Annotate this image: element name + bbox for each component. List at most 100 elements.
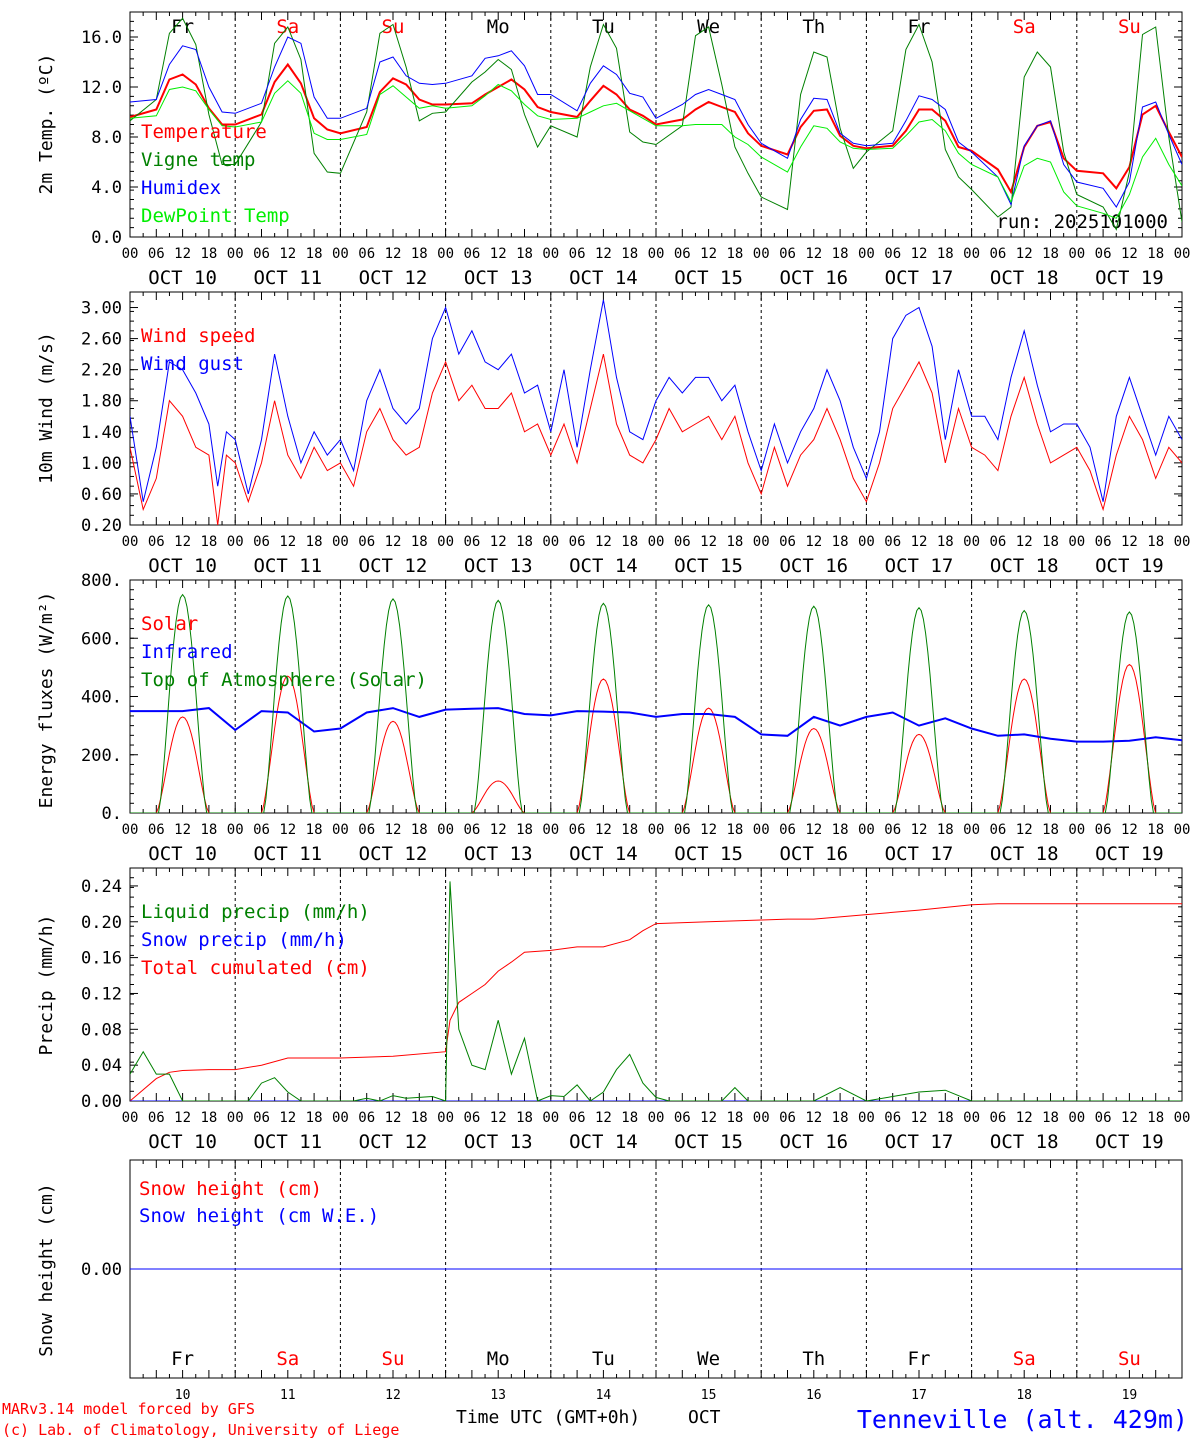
x-hour-label: 00 <box>542 822 559 838</box>
x-hour-label: 12 <box>1016 822 1033 838</box>
x-hour-label: 06 <box>989 822 1006 838</box>
x-hour-label: 12 <box>595 1110 612 1126</box>
x-hour-label: 06 <box>674 534 691 550</box>
x-hour-label: 06 <box>463 246 480 262</box>
x-date-label: OCT 12 <box>359 555 428 577</box>
x-hour-label: 12 <box>174 246 191 262</box>
day-number-label: 10 <box>175 1388 191 1403</box>
y-tick-label: 0.12 <box>81 984 122 1004</box>
x-date-label: OCT 17 <box>885 843 954 865</box>
day-number-label: 12 <box>385 1388 401 1403</box>
x-date-label: OCT 19 <box>1095 1131 1164 1153</box>
weekday-label: Mo <box>487 1348 510 1370</box>
y-tick-label: 0.20 <box>81 516 122 536</box>
x-hour-label: 00 <box>437 534 454 550</box>
x-hour-label: 06 <box>674 1110 691 1126</box>
x-hour-label: 00 <box>227 534 244 550</box>
x-hour-label: 06 <box>779 1110 796 1126</box>
x-hour-label: 06 <box>253 1110 270 1126</box>
weekday-label: Tu <box>592 1348 615 1370</box>
x-hour-label: 18 <box>1147 1110 1164 1126</box>
x-hour-label: 00 <box>858 1110 875 1126</box>
legend-entry: Wind gust <box>141 353 244 375</box>
panel-snow: 0.00 Snow height (cm) Fr 10 Sa 11 Su 12 Mo 13 Tu 14… <box>36 1159 1183 1403</box>
x-date-label: OCT 18 <box>990 267 1059 289</box>
x-hour-label: 12 <box>595 246 612 262</box>
x-hour-label: 06 <box>989 246 1006 262</box>
credit-line-2: (c) Lab. of Climatology, University of L… <box>2 1421 399 1439</box>
x-hour-label: 12 <box>279 246 296 262</box>
x-hour-label: 12 <box>385 822 402 838</box>
y-axis-label: Energy fluxes (W/m²) <box>36 592 57 809</box>
series-line-top-of-atmosphere-solar- <box>130 593 1182 813</box>
y-tick-label: 3.00 <box>81 299 122 319</box>
x-hour-label: 18 <box>200 246 217 262</box>
x-date-label: OCT 16 <box>779 843 848 865</box>
x-hour-label: 18 <box>516 1110 533 1126</box>
x-hour-label: 18 <box>937 246 954 262</box>
legend-entry: Temperature <box>141 121 267 143</box>
weekday-label: Su <box>1118 1348 1141 1370</box>
x-hour-label: 12 <box>700 1110 717 1126</box>
weekday-label: Fr <box>908 1348 931 1370</box>
x-hour-label: 06 <box>1095 822 1112 838</box>
x-hour-label: 18 <box>832 246 849 262</box>
x-hour-label: 00 <box>753 534 770 550</box>
x-hour-label: 00 <box>753 246 770 262</box>
y-tick-label: 2.20 <box>81 361 122 381</box>
x-hour-label: 00 <box>122 534 139 550</box>
legend-entry: Snow precip (mm/h) <box>141 929 347 951</box>
weekday-label: Sa <box>276 1348 299 1370</box>
x-hour-label: 12 <box>1016 534 1033 550</box>
x-date-label: OCT 16 <box>779 267 848 289</box>
x-hour-label: 06 <box>779 246 796 262</box>
series-line-wind-speed <box>130 353 1182 525</box>
x-hour-label: 18 <box>937 534 954 550</box>
run-label: run: 2025101000 <box>996 211 1168 233</box>
x-hour-label: 12 <box>1016 246 1033 262</box>
weekday-label: Su <box>382 1348 405 1370</box>
x-hour-label: 06 <box>358 822 375 838</box>
x-hour-label: 12 <box>279 534 296 550</box>
x-hour-label: 12 <box>490 534 507 550</box>
y-tick-label: 4.0 <box>91 178 122 198</box>
x-hour-label: 12 <box>490 1110 507 1126</box>
weekday-label: Mo <box>487 16 510 38</box>
x-hour-label: 00 <box>1068 822 1085 838</box>
x-hour-label: 00 <box>858 534 875 550</box>
x-hour-label: 18 <box>621 1110 638 1126</box>
panel-wind: 0.20 0.60 1.00 1.40 1.80 2.20 2.60 3.00 10m Wind… <box>36 291 1190 577</box>
x-hour-label: 00 <box>227 822 244 838</box>
legend-entry: DewPoint Temp <box>141 205 290 227</box>
x-date-label: OCT 10 <box>148 1131 217 1153</box>
x-hour-label: 12 <box>385 534 402 550</box>
x-date-label: OCT 17 <box>885 1131 954 1153</box>
series-line-infrared <box>130 707 1182 743</box>
x-hour-label: 18 <box>411 246 428 262</box>
x-date-label: OCT 19 <box>1095 555 1164 577</box>
weekday-label: Su <box>1118 16 1141 38</box>
y-tick-label: 1.80 <box>81 392 122 412</box>
x-hour-label: 18 <box>200 534 217 550</box>
x-hour-label: 06 <box>358 1110 375 1126</box>
series-line-solar <box>130 663 1182 813</box>
x-hour-label: 00 <box>648 246 665 262</box>
x-hour-label: 18 <box>832 1110 849 1126</box>
x-hour-label: 06 <box>569 246 586 262</box>
x-date-label: OCT 17 <box>885 267 954 289</box>
y-tick-label: 0. <box>102 804 122 824</box>
x-hour-label: 18 <box>937 822 954 838</box>
series-line-total-cumulated-cm- <box>130 903 1182 1101</box>
x-hour-label: 18 <box>1042 534 1059 550</box>
y-tick-label: 0.20 <box>81 913 122 933</box>
x-hour-label: 18 <box>726 534 743 550</box>
legend-entry: Vigne temp <box>141 149 255 171</box>
x-hour-label: 06 <box>148 246 165 262</box>
x-date-label: OCT 14 <box>569 267 638 289</box>
legend-entry: Wind speed <box>141 325 255 347</box>
x-hour-label: 00 <box>227 246 244 262</box>
x-hour-label: 12 <box>174 822 191 838</box>
x-hour-label: 00 <box>1174 822 1191 838</box>
y-tick-label: 16.0 <box>81 28 122 48</box>
weekday-label: Fr <box>908 16 931 38</box>
